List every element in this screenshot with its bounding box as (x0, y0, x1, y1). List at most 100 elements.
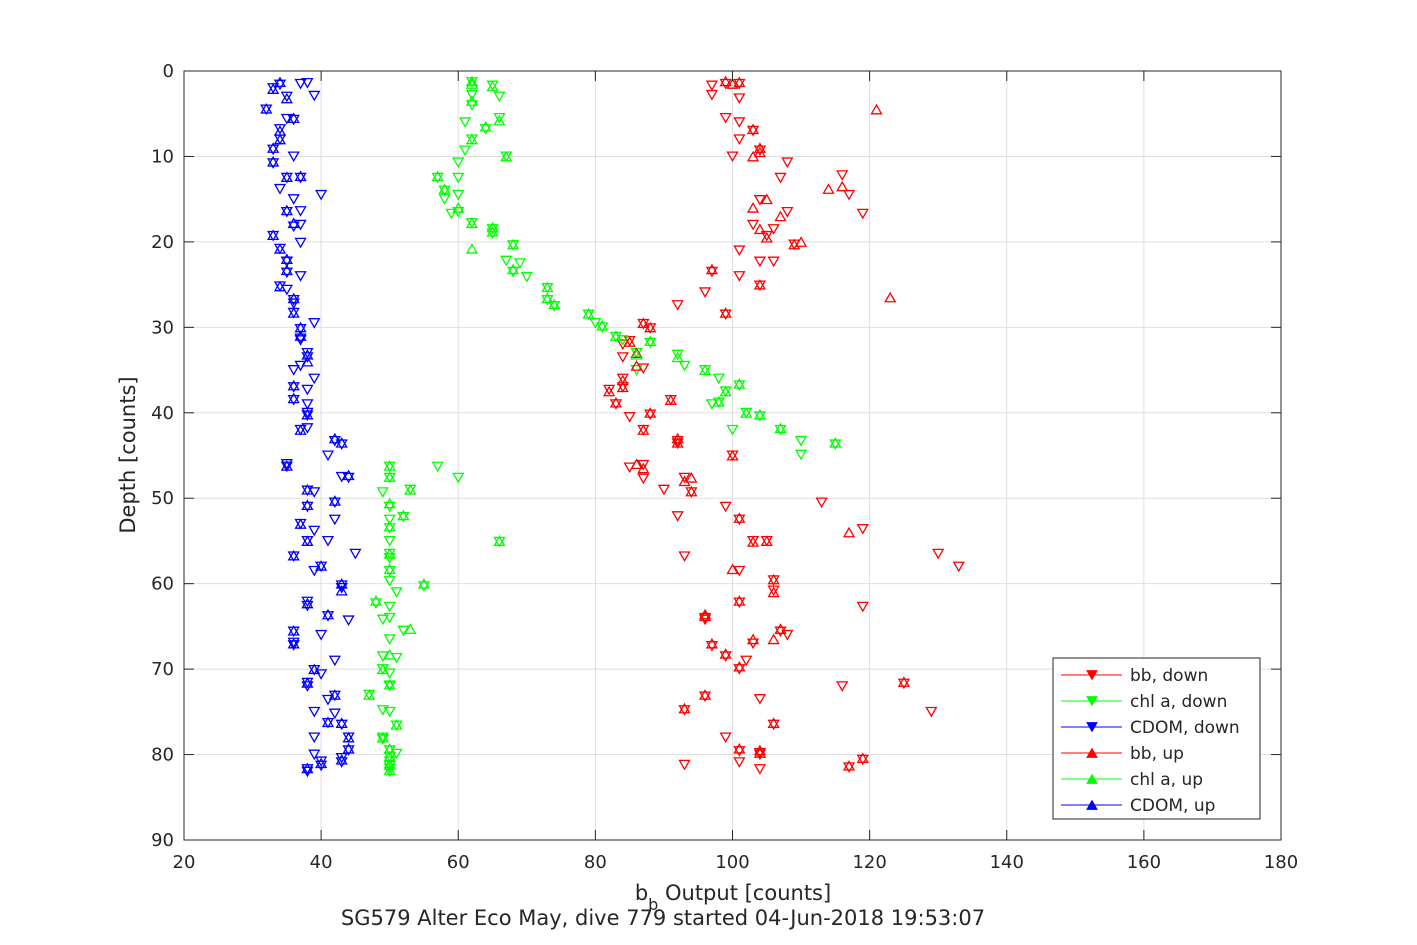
data-point (335, 757, 348, 768)
data-point (397, 512, 410, 523)
data-point (616, 373, 629, 385)
data-point (287, 151, 300, 163)
data-point (733, 245, 746, 257)
data-point (280, 267, 293, 279)
data-point (698, 691, 712, 703)
data-point (856, 754, 869, 766)
data-point (452, 202, 465, 213)
data-point (383, 563, 396, 575)
data-point (705, 266, 719, 278)
data-point (705, 80, 719, 92)
data-point (671, 511, 684, 522)
data-point (287, 292, 300, 304)
x-tick-label: 160 (1127, 852, 1161, 873)
data-point (602, 385, 616, 397)
data-point (301, 499, 314, 511)
data-point (294, 333, 307, 345)
legend-marker-chl-a-down (1086, 696, 1098, 707)
data-point (671, 435, 684, 447)
data-point (733, 742, 746, 754)
data-point (753, 278, 767, 290)
data-point (726, 151, 739, 163)
data-point (321, 694, 335, 706)
data-point (294, 330, 307, 341)
data-point (616, 352, 629, 363)
data-point (493, 112, 506, 124)
data-point (280, 206, 293, 218)
data-point (465, 89, 479, 101)
legend-label-chl-a-up: chl a, up (1130, 770, 1203, 790)
data-point (753, 146, 767, 158)
data-point (733, 746, 746, 757)
data-point (301, 355, 314, 367)
x-tick-label: 100 (715, 852, 749, 873)
data-point (637, 462, 650, 474)
data-point (678, 551, 691, 562)
data-point (671, 432, 684, 444)
data-point (698, 287, 712, 298)
data-point (493, 91, 506, 103)
data-point (678, 702, 691, 714)
data-point (335, 719, 348, 731)
legend-label-bb-up: bb, up (1130, 744, 1184, 764)
data-point (294, 424, 307, 435)
data-point (644, 337, 657, 349)
data-point (794, 449, 808, 461)
data-point (390, 718, 403, 730)
data-point (842, 760, 856, 771)
data-point (294, 237, 307, 249)
data-point (602, 384, 616, 396)
data-point (390, 587, 403, 598)
x-tick-label: 40 (310, 852, 333, 873)
data-point (287, 637, 300, 649)
data-point (596, 322, 609, 333)
data-point (705, 89, 719, 101)
data-point (267, 144, 280, 156)
data-point (753, 223, 767, 235)
data-point (301, 600, 314, 612)
data-point (267, 158, 280, 169)
data-point (287, 221, 300, 233)
data-point (781, 157, 794, 169)
data-point (404, 623, 417, 634)
data-point (342, 745, 355, 756)
y-tick-label: 30 (151, 317, 174, 338)
data-point (733, 76, 746, 88)
data-point (383, 523, 396, 534)
data-point (897, 678, 911, 690)
data-point (829, 437, 842, 448)
data-point (746, 202, 760, 213)
data-point (486, 80, 499, 92)
data-point (321, 716, 335, 728)
data-point (842, 762, 856, 774)
data-point (301, 501, 314, 513)
data-point (616, 374, 629, 386)
data-point (767, 573, 780, 585)
data-point (794, 236, 808, 247)
data-point (301, 766, 314, 778)
data-point (452, 189, 465, 201)
data-point (726, 563, 739, 575)
data-point (383, 501, 396, 513)
data-point (301, 681, 314, 692)
data-point (637, 424, 650, 435)
y-tick-label: 90 (151, 830, 174, 851)
data-point (671, 349, 684, 361)
data-point (335, 584, 348, 596)
data-point (774, 424, 787, 436)
data-point (671, 351, 684, 363)
data-point (479, 120, 492, 132)
data-point (308, 663, 321, 675)
data-point (726, 78, 739, 89)
data-point (301, 423, 314, 434)
data-point (383, 678, 396, 690)
data-point (383, 612, 396, 624)
data-point (733, 380, 746, 392)
data-point (301, 399, 314, 410)
data-point (383, 601, 396, 613)
data-point (308, 525, 321, 537)
data-point (458, 117, 472, 128)
data-point (733, 597, 746, 609)
data-point (678, 759, 691, 771)
